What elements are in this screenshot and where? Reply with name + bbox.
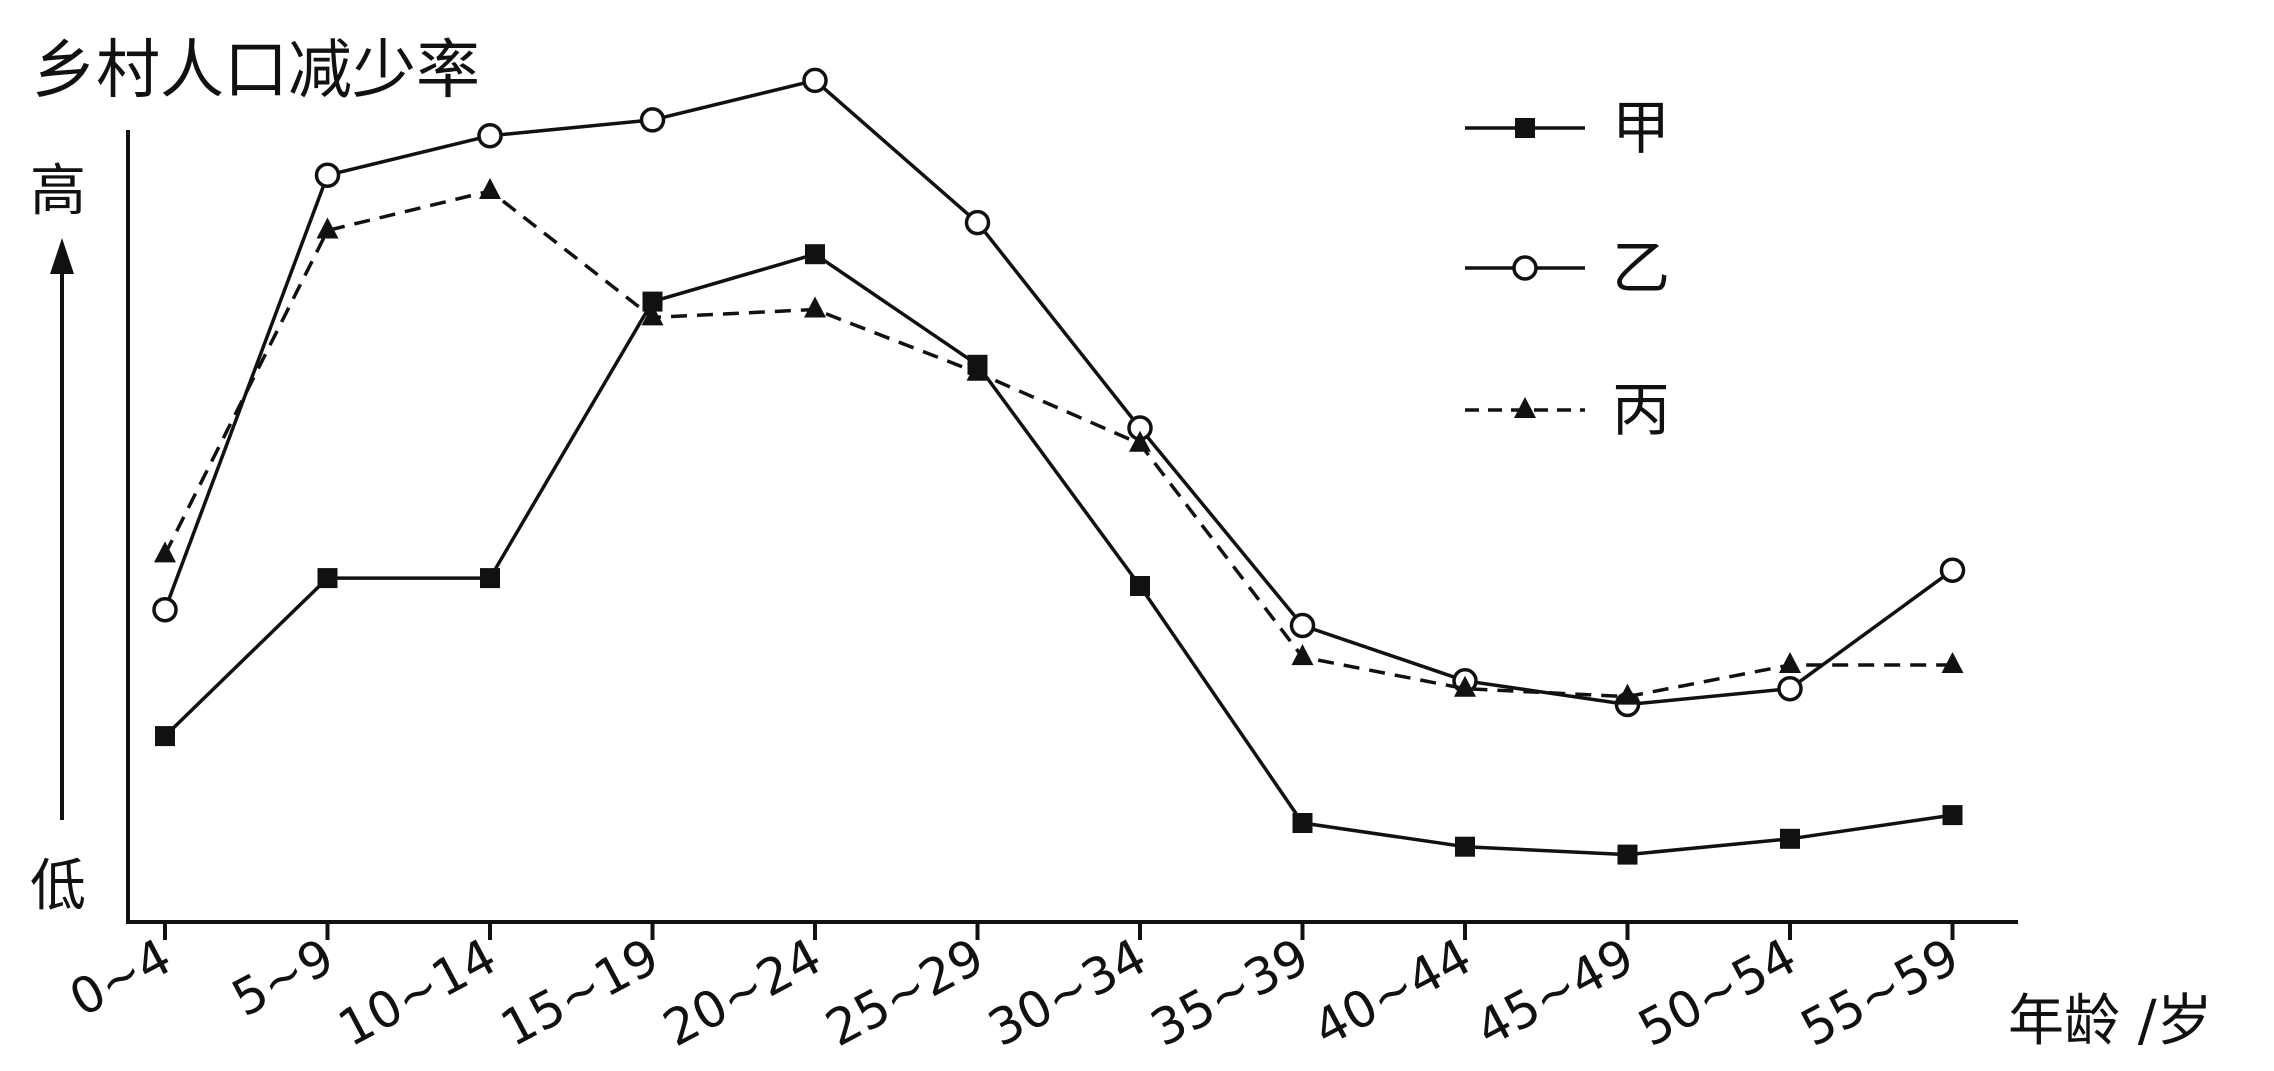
x-axis-tick-labels: 0~4 5~910~1415~1920~2425~2930~3435~3940~4… bbox=[60, 927, 1968, 1058]
data-point bbox=[1292, 813, 1313, 833]
data-point bbox=[1289, 612, 1316, 639]
y-axis-low-label: 低 bbox=[30, 854, 86, 919]
x-tick-label: 45~49 bbox=[1467, 927, 1644, 1058]
x-tick-label: 20~24 bbox=[654, 927, 831, 1058]
x-tick-label: 30~34 bbox=[979, 927, 1156, 1058]
data-point bbox=[964, 209, 991, 236]
data-point bbox=[1130, 576, 1150, 596]
series-3 bbox=[154, 178, 1964, 705]
data-point bbox=[1777, 675, 1803, 702]
x-tick-label: 15~19 bbox=[492, 927, 669, 1058]
series-line bbox=[163, 252, 1953, 857]
y-direction-arrow bbox=[50, 238, 74, 820]
data-point bbox=[804, 296, 826, 318]
y-axis-high-label: 高 bbox=[30, 159, 86, 224]
data-point bbox=[1780, 828, 1800, 849]
series-layer bbox=[152, 67, 1966, 865]
y-axis-title: 乡村人口减少率 bbox=[32, 34, 480, 108]
legend: 甲乙丙 bbox=[1465, 94, 1670, 444]
legend-label: 甲 bbox=[1612, 94, 1670, 162]
series-1 bbox=[155, 244, 1963, 865]
data-point bbox=[966, 359, 989, 381]
x-tick-label: 10~14 bbox=[329, 927, 506, 1058]
series-line bbox=[163, 189, 1953, 699]
data-point bbox=[805, 244, 825, 265]
data-point bbox=[152, 596, 178, 623]
data-point bbox=[802, 67, 828, 94]
data-point bbox=[1129, 430, 1151, 452]
data-point bbox=[477, 122, 503, 149]
data-point bbox=[479, 178, 501, 199]
data-point bbox=[1616, 683, 1639, 705]
x-tick-label: 40~44 bbox=[1304, 927, 1481, 1058]
data-point bbox=[1454, 675, 1476, 697]
data-point bbox=[1455, 836, 1475, 857]
data-point bbox=[641, 304, 664, 326]
data-point bbox=[1291, 644, 1314, 666]
data-point bbox=[1942, 805, 1963, 826]
x-tick-label: 50~54 bbox=[1629, 927, 1806, 1058]
x-tick-label: 35~39 bbox=[1142, 927, 1319, 1058]
legend-item: 甲 bbox=[1465, 94, 1670, 162]
data-point bbox=[1779, 652, 1801, 673]
legend-marker bbox=[1515, 118, 1535, 138]
data-point bbox=[154, 541, 176, 563]
data-point bbox=[316, 217, 339, 239]
data-point bbox=[480, 568, 500, 589]
x-tick-label: 55~59 bbox=[1792, 927, 1969, 1058]
series-line bbox=[163, 78, 1954, 707]
data-point bbox=[314, 162, 341, 188]
x-tick-label: 25~29 bbox=[817, 927, 994, 1058]
legend-item: 丙 bbox=[1465, 376, 1670, 444]
series-2 bbox=[152, 67, 1966, 718]
legend-marker bbox=[1514, 397, 1536, 418]
legend-label: 乙 bbox=[1612, 234, 1670, 302]
legend-item: 乙 bbox=[1465, 234, 1670, 302]
data-point bbox=[639, 107, 666, 133]
legend-marker bbox=[1512, 255, 1538, 281]
x-axis-title: 年龄 /岁 bbox=[2008, 989, 2213, 1054]
data-point bbox=[1939, 557, 1966, 583]
legend-label: 丙 bbox=[1612, 376, 1670, 444]
data-point bbox=[317, 568, 338, 589]
data-point bbox=[155, 726, 175, 747]
data-point bbox=[1941, 652, 1964, 673]
x-tick-label: 0~4 bbox=[60, 927, 180, 1028]
x-axis-ticks bbox=[163, 922, 1955, 940]
x-tick-label: 5~9 bbox=[223, 927, 343, 1028]
data-point bbox=[1617, 844, 1638, 865]
data-point bbox=[642, 291, 663, 312]
